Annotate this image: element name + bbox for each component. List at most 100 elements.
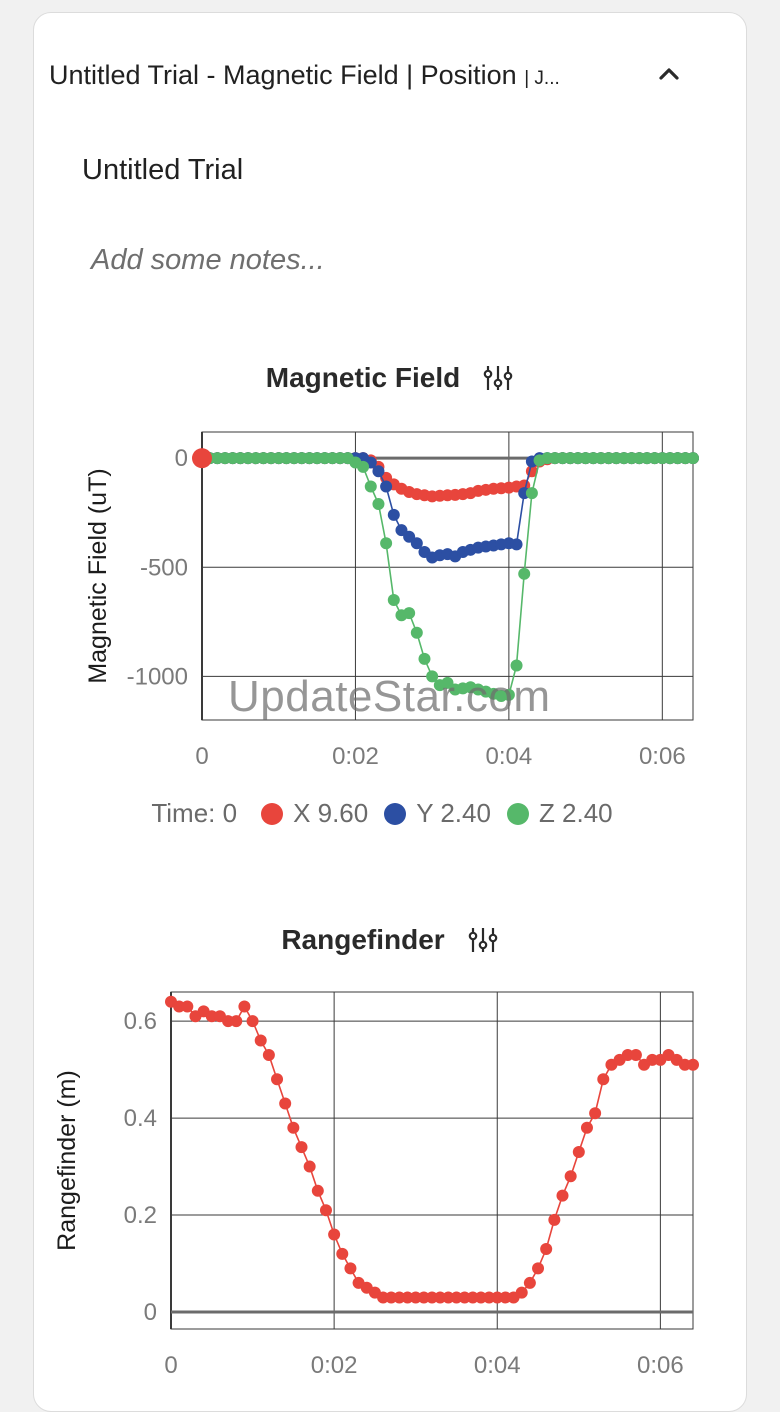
legend-label-z: Z 2.40	[538, 798, 613, 828]
data-point-main	[597, 1073, 610, 1086]
rangefinder-chart-title: Rangefinder	[281, 924, 445, 955]
data-point-main	[319, 1204, 332, 1217]
data-point-main	[328, 1228, 341, 1241]
magnetic-title-row: Magnetic Field	[0, 362, 780, 394]
data-point-main	[580, 1121, 593, 1134]
data-point-main	[629, 1049, 642, 1062]
legend-time-label: Time: 0	[151, 798, 238, 828]
data-point-main	[238, 1000, 251, 1013]
x-tick-label: 0:06	[639, 743, 686, 770]
legend-entry-x[interactable]: X 9.60	[261, 798, 368, 829]
data-point-main	[336, 1247, 349, 1260]
legend-entry-z[interactable]: Z 2.40	[506, 798, 613, 829]
legend-dot-z	[506, 802, 529, 825]
data-point-main	[548, 1213, 561, 1226]
x-tick-label: 0:04	[474, 1352, 521, 1379]
card-title: Untitled Trial - Magnetic Field | Positi…	[49, 60, 560, 91]
card-title-text: Untitled Trial - Magnetic Field | Positi…	[49, 60, 517, 90]
data-point-main	[254, 1034, 267, 1047]
data-point-main	[246, 1015, 259, 1028]
x-tick-label: 0	[195, 743, 208, 770]
y-axis-label: Magnetic Field (uT)	[84, 468, 112, 683]
data-point-z	[380, 537, 393, 550]
data-point-main	[523, 1276, 536, 1289]
data-point-y	[510, 538, 523, 551]
data-point-y	[387, 508, 400, 521]
data-point-z	[525, 487, 538, 500]
data-point-main	[279, 1097, 292, 1110]
card-title-suffix: | J...	[524, 68, 560, 89]
chevron-up-icon	[659, 68, 679, 80]
data-point-main	[295, 1141, 308, 1154]
magnetic-settings-button[interactable]	[482, 362, 514, 394]
data-point-z	[687, 452, 699, 465]
x-tick-label: 0:02	[311, 1352, 358, 1379]
notes-field[interactable]: Add some notes...	[91, 244, 325, 276]
data-point-main	[303, 1160, 316, 1173]
y-tick-label: 0.6	[124, 1008, 157, 1035]
legend-dot-y	[384, 802, 407, 825]
data-point-main	[556, 1189, 569, 1202]
data-point-main	[287, 1121, 300, 1134]
y-tick-label: 0	[144, 1299, 157, 1326]
data-point-main	[344, 1262, 357, 1275]
y-tick-label: -1000	[127, 663, 188, 690]
trial-name[interactable]: Untitled Trial	[82, 154, 244, 186]
y-axis-label: Rangefinder (m)	[53, 1070, 81, 1251]
data-point-z	[364, 480, 377, 493]
watermark: UpdateStar.com	[228, 672, 551, 721]
data-point-z	[357, 460, 370, 473]
series-line-main	[170, 1001, 693, 1299]
legend-entry-y[interactable]: Y 2.40	[384, 798, 491, 829]
data-point-z	[518, 567, 531, 580]
magnetic-field-chart: 0 0:02 0:04 0:06 0 -500 -1000 Magnetic Field (u…	[84, 431, 699, 770]
sliders-icon	[483, 366, 513, 390]
data-point-main	[515, 1286, 528, 1299]
y-tick-label: 0	[175, 445, 188, 472]
data-point-y	[380, 480, 393, 493]
data-point-z	[403, 607, 416, 620]
collapse-button[interactable]	[649, 54, 689, 94]
legend-dot-x	[261, 802, 284, 825]
data-point-main	[572, 1146, 585, 1159]
data-point-main	[230, 1015, 243, 1028]
sliders-icon	[468, 928, 497, 952]
rangefinder-settings-button[interactable]	[467, 924, 499, 956]
data-point-y	[372, 465, 385, 478]
data-point-z	[410, 626, 423, 639]
data-point-main	[532, 1262, 545, 1275]
data-point-z	[418, 652, 431, 665]
data-point-main	[262, 1049, 275, 1062]
data-point-main	[589, 1107, 602, 1120]
trial-card	[33, 12, 747, 1412]
y-tick-label: -500	[140, 554, 188, 581]
x-tick-label: 0:02	[332, 743, 379, 770]
data-point-z	[426, 670, 439, 683]
legend-label-x: X 9.60	[293, 798, 369, 828]
x-tick-label: 0	[164, 1352, 177, 1379]
y-tick-label: 0.4	[124, 1105, 157, 1132]
data-point-main	[311, 1184, 324, 1197]
data-point-main	[181, 1000, 194, 1013]
y-tick-label: 0.2	[124, 1202, 157, 1229]
data-point-y	[410, 537, 423, 550]
series-line-y	[202, 457, 693, 559]
legend-label-y: Y 2.40	[416, 798, 491, 828]
data-point-main	[540, 1242, 553, 1255]
data-point-main	[564, 1170, 577, 1183]
data-point-z	[510, 659, 523, 672]
data-point-main	[687, 1058, 699, 1071]
magnetic-chart-title: Magnetic Field	[265, 362, 461, 393]
card-header[interactable]: Untitled Trial - Magnetic Field | Positi…	[49, 44, 689, 110]
cursor-point	[192, 448, 212, 469]
x-tick-label: 0:06	[637, 1352, 684, 1379]
data-point-z	[372, 498, 385, 510]
rangefinder-title-row: Rangefinder	[0, 924, 780, 956]
x-tick-label: 0:04	[486, 743, 533, 770]
data-point-main	[271, 1073, 284, 1086]
plot-frame	[170, 991, 694, 1330]
magnetic-legend: Time: 0 X 9.60 Y 2.40 Z 2.40	[0, 798, 780, 829]
data-point-z	[387, 594, 400, 606]
rangefinder-chart: 0 0:02 0:04 0:06 0 0.2 0.4 0.6 Rangefinder (m)	[53, 991, 699, 1379]
data-point-z	[502, 688, 515, 701]
